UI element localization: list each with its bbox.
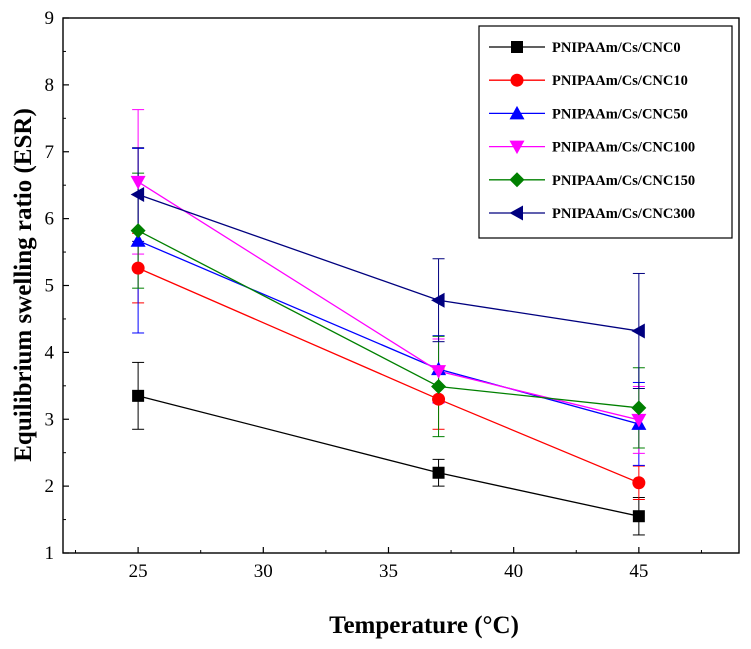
marker-triangle-left xyxy=(631,323,645,339)
marker-diamond xyxy=(631,400,647,416)
x-tick-label: 45 xyxy=(629,561,648,582)
y-tick-label: 3 xyxy=(45,409,55,430)
x-tick-label: 30 xyxy=(254,561,273,582)
marker-triangle-down xyxy=(631,413,647,428)
legend-label: PNIPAAm/Cs/CNC150 xyxy=(552,173,695,189)
marker-triangle-left xyxy=(431,292,445,308)
y-tick-label: 9 xyxy=(45,8,55,29)
marker-triangle-left xyxy=(509,205,523,221)
legend-box xyxy=(478,25,733,239)
series-markers xyxy=(130,175,647,523)
marker-triangle-up xyxy=(130,233,146,247)
marker-circle xyxy=(632,476,646,490)
x-tick-label: 25 xyxy=(129,561,148,582)
legend-label: PNIPAAm/Cs/CNC300 xyxy=(552,206,695,222)
legend: PNIPAAm/Cs/CNC0 PNIPAAm/Cs/CNC10 PNIPAAm/C… xyxy=(478,25,733,239)
y-axis-title: Equilibrium swelling ratio (ESR) xyxy=(10,108,37,462)
marker-square xyxy=(511,41,523,53)
x-axis-title: Temperature (°C) xyxy=(329,612,519,639)
y-tick-label: 7 xyxy=(45,142,55,163)
marker-diamond xyxy=(431,378,447,394)
y-tick-label: 8 xyxy=(45,75,55,96)
y-tick-label: 2 xyxy=(45,476,55,497)
legend-label: PNIPAAm/Cs/CNC0 xyxy=(552,40,681,56)
marker-triangle-down xyxy=(431,365,447,379)
marker-triangle-left xyxy=(130,187,145,203)
marker-diamond xyxy=(509,172,525,188)
marker-triangle-down xyxy=(509,140,525,155)
marker-triangle-down xyxy=(130,175,146,190)
legend-label: PNIPAAm/Cs/CNC50 xyxy=(552,106,688,122)
marker-triangle-up xyxy=(509,105,525,120)
marker-circle xyxy=(432,392,446,406)
legend-label: PNIPAAm/Cs/CNC10 xyxy=(552,73,688,89)
marker-square xyxy=(432,466,445,479)
y-tick-label: 4 xyxy=(45,342,55,363)
y-tick-label: 6 xyxy=(45,209,55,230)
marker-circle xyxy=(131,261,145,275)
y-tick-label: 1 xyxy=(45,543,55,564)
marker-circle xyxy=(510,73,524,87)
x-tick-label: 40 xyxy=(504,561,523,582)
marker-diamond xyxy=(130,223,146,239)
marker-square xyxy=(632,510,645,523)
x-tick-label: 35 xyxy=(379,561,398,582)
legend-label: PNIPAAm/Cs/CNC100 xyxy=(552,140,695,156)
y-tick-label: 5 xyxy=(45,276,55,297)
marker-square xyxy=(132,389,145,402)
